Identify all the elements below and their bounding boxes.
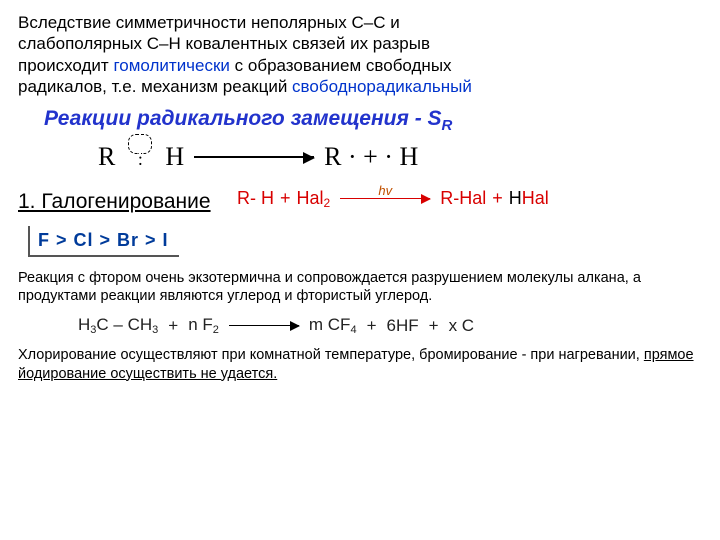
intro-l2: слабополярных С–Н ковалентных связей их …	[18, 34, 430, 53]
arrow-icon	[194, 156, 314, 158]
scheme-R: R	[98, 142, 115, 172]
intro-homo: гомолитически	[113, 56, 230, 75]
plus2: +	[492, 188, 503, 209]
eq-plus3: +	[429, 316, 439, 336]
eq-left: H3C – CH3	[78, 315, 158, 336]
scheme-H: H	[165, 142, 184, 172]
rhal: R-Hal	[440, 188, 486, 209]
eq-plus1: +	[168, 316, 178, 336]
halogenation-title: 1. Галогенирование	[18, 190, 211, 214]
fluorine-note: Реакция с фтором очень экзотермична и со…	[18, 269, 702, 305]
homolysis-scheme: R : H R · + · H	[98, 142, 702, 172]
sr-heading: Реакции радикального замещения - SR	[44, 107, 702, 134]
scheme-products: R · + · H	[324, 142, 418, 172]
intro-l3a: происходит	[18, 56, 113, 75]
halogen-order-box: F > Cl > Br > I	[28, 226, 179, 257]
rh: R- H	[237, 188, 274, 209]
arrow-hv-icon: hv	[340, 198, 430, 199]
plus: +	[280, 188, 291, 209]
eq-nf2: n F2	[188, 315, 219, 336]
halogenation-scheme: R- H + Hal2 hv R-Hal + HHal	[237, 188, 549, 210]
sr-heading-sub: R	[442, 117, 453, 134]
sr-heading-text: Реакции радикального замещения - S	[44, 107, 442, 130]
intro-l3c: с образованием свободных	[230, 56, 452, 75]
eq-plus2: +	[367, 316, 377, 336]
intro-paragraph: Вследствие симметричности неполярных С–С…	[18, 12, 702, 97]
eq-cf4: m CF4	[309, 315, 357, 336]
eq-c: x C	[449, 316, 475, 336]
note2a: Хлорирование осуществляют при комнатной …	[18, 347, 644, 363]
intro-l1: Вследствие симметричности неполярных С–С…	[18, 13, 400, 32]
hv-label: hv	[378, 183, 392, 198]
intro-l4a: радикалов, т.е. механизм реакций	[18, 77, 292, 96]
halogenation-row: 1. Галогенирование R- H + Hal2 hv R-Hal …	[18, 180, 702, 218]
intro-radical: свободнорадикальный	[292, 77, 472, 96]
fluorination-equation: H3C – CH3 + n F2 m CF4 + 6HF + x C	[78, 315, 702, 336]
hal2: Hal2	[297, 188, 331, 210]
eq-hf: 6HF	[387, 316, 419, 336]
arrow-icon-2	[229, 325, 299, 326]
hhal: HHal	[509, 188, 549, 209]
bond-break-icon: :	[125, 142, 155, 172]
chlorination-note: Хлорирование осуществляют при комнатной …	[18, 346, 702, 382]
